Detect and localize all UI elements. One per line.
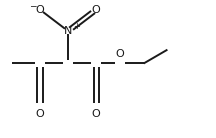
Text: O: O — [36, 5, 44, 15]
Text: O: O — [92, 5, 100, 15]
Text: O: O — [116, 49, 124, 59]
Text: N: N — [64, 26, 72, 36]
Text: O: O — [92, 109, 100, 119]
Text: O: O — [36, 109, 44, 119]
Text: −: − — [29, 1, 37, 10]
Text: +: + — [73, 22, 80, 31]
